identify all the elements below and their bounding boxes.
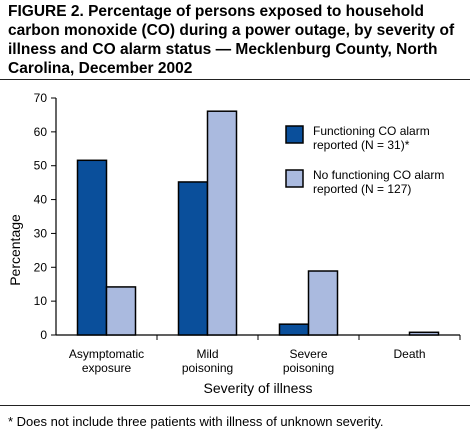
y-tick-label: 60 <box>34 125 48 139</box>
footnote: * Does not include three patients with i… <box>8 414 384 429</box>
legend-label: No functioning CO alarm <box>313 168 444 182</box>
x-axis-label: Severity of illness <box>203 380 313 396</box>
x-tick-label: Death <box>393 347 425 361</box>
x-tick-label: exposure <box>82 361 132 375</box>
y-axis-label: Percentage <box>7 214 23 286</box>
y-axis-label-wrapper: Percentage <box>4 210 26 290</box>
bar <box>105 286 137 336</box>
x-tick-label: poisoning <box>182 361 233 375</box>
title-divider <box>0 79 470 80</box>
y-tick-label: 10 <box>34 294 48 308</box>
y-tick-label: 70 <box>34 91 48 105</box>
bar <box>206 110 238 336</box>
y-tick-label: 20 <box>34 260 48 274</box>
footnote-divider <box>0 405 470 406</box>
x-tick-label: Asymptomatic <box>69 347 144 361</box>
bar <box>76 159 108 336</box>
y-tick-label: 30 <box>34 226 48 240</box>
legend-label: reported (N = 127) <box>313 182 411 196</box>
x-tick-label: Mild <box>196 347 218 361</box>
bar-chart: 010203040506070AsymptomaticexposureMildp… <box>34 91 461 375</box>
bar <box>177 181 209 336</box>
legend-label: reported (N = 31)* <box>313 138 410 152</box>
bar <box>307 270 339 336</box>
bar <box>408 331 440 336</box>
x-tick-label: Severe <box>289 347 327 361</box>
legend-swatch <box>285 125 304 144</box>
y-tick-label: 0 <box>40 328 47 342</box>
x-tick-label: poisoning <box>283 361 334 375</box>
figure-title: FIGURE 2. Percentage of persons exposed … <box>8 3 455 77</box>
bar <box>278 323 310 336</box>
y-tick-label: 40 <box>34 193 48 207</box>
legend-swatch <box>285 169 304 188</box>
y-tick-label: 50 <box>34 159 48 173</box>
legend-label: Functioning CO alarm <box>313 124 430 138</box>
